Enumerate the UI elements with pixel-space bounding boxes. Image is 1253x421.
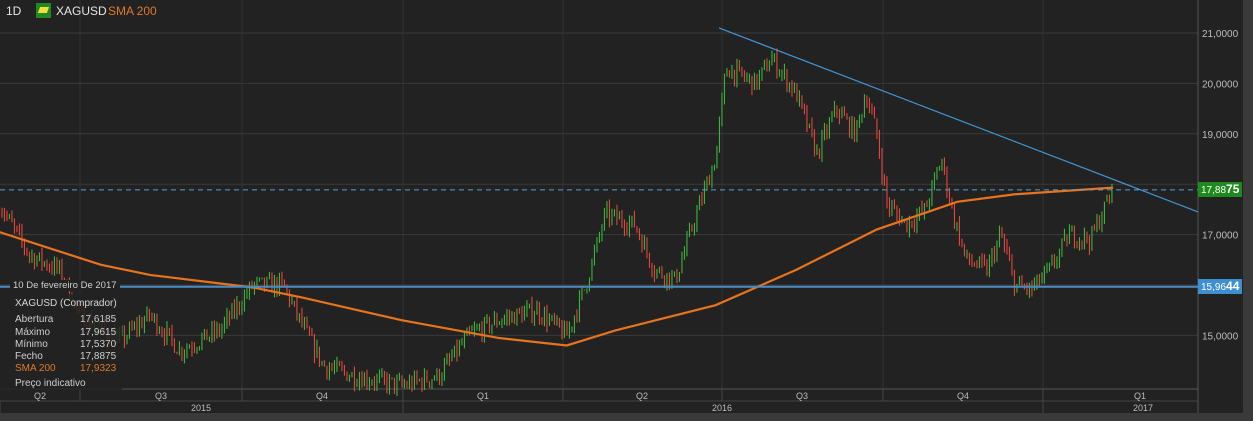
info-value: 17,5370 <box>80 339 117 350</box>
x-quarter-label: Q4 <box>316 391 328 401</box>
gold-bar-icon <box>36 3 51 18</box>
info-label: Abertura <box>15 314 54 325</box>
y-tick-label: 21,0000 <box>1202 29 1239 40</box>
info-footer: Preço indicativo <box>15 378 86 389</box>
x-year-label: 2015 <box>191 403 211 413</box>
y-tick-label: 15,0000 <box>1202 331 1239 342</box>
info-row-low: Mínimo 17,5370 <box>15 339 120 350</box>
info-label: Mínimo <box>15 339 48 350</box>
y-tick-label: 17,0000 <box>1202 231 1239 242</box>
sma-200-line <box>0 186 1114 347</box>
x-year-label: 2016 <box>712 403 732 413</box>
resistance-trendline <box>718 27 1199 213</box>
info-label: Máximo <box>15 327 51 338</box>
info-value: 17,8875 <box>80 351 117 362</box>
x-year-label: 2017 <box>1133 403 1153 413</box>
info-row-sma: SMA 200 17,9323 <box>15 363 120 374</box>
info-value: 17,9323 <box>80 363 117 374</box>
info-row-close: Fecho 17,8875 <box>15 351 120 362</box>
support-line-price-tag[interactable]: 15,9644 <box>1198 279 1242 294</box>
crosshair-date-label: 10 De fevereiro De 2017 <box>10 280 120 291</box>
interval-label[interactable]: 1D <box>6 4 22 18</box>
indicator-label[interactable]: SMA 200 <box>108 4 157 18</box>
symbol-label[interactable]: XAGUSD <box>56 4 107 18</box>
x-quarter-label: Q1 <box>477 391 489 401</box>
info-row-open: Abertura 17,6185 <box>15 314 120 325</box>
x-quarter-label: Q3 <box>796 391 808 401</box>
x-quarter-label: Q3 <box>155 391 167 401</box>
info-label: SMA 200 <box>15 363 56 374</box>
info-title: XAGUSD (Comprador) <box>15 298 117 309</box>
info-value: 17,9615 <box>80 327 117 338</box>
x-quarter-label: Q1 <box>1134 391 1146 401</box>
x-quarter-label: Q2 <box>34 391 46 401</box>
y-tick-label: 19,0000 <box>1202 130 1239 141</box>
info-label: Fecho <box>15 351 43 362</box>
y-tick-label: 20,0000 <box>1202 79 1239 90</box>
chart-frame <box>0 0 1243 413</box>
info-row-high: Máximo 17,9615 <box>15 327 120 338</box>
last-price-tag: 17,8875 <box>1198 182 1242 197</box>
info-value: 17,6185 <box>80 314 117 325</box>
x-quarter-label: Q2 <box>636 391 648 401</box>
x-quarter-label: Q4 <box>957 391 969 401</box>
info-panel: XAGUSD (Comprador) Abertura 17,6185 Máxim… <box>0 294 122 390</box>
